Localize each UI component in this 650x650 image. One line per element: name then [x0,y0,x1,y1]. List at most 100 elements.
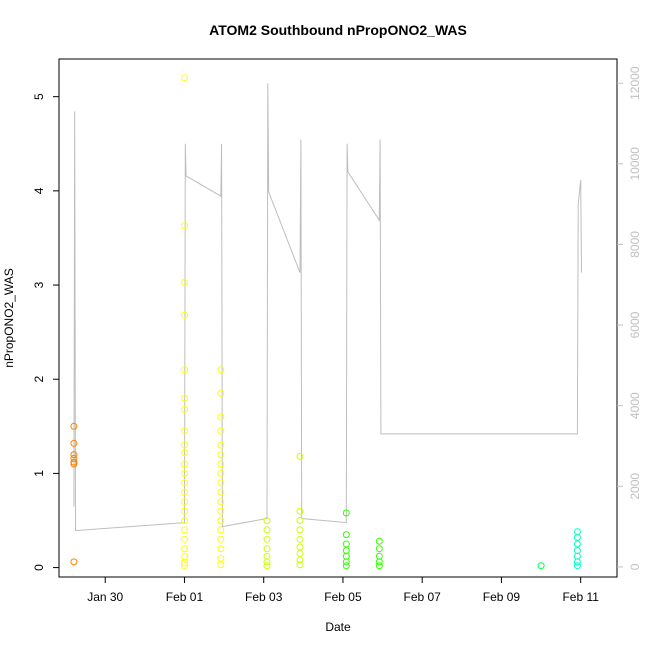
data-point [181,526,188,534]
data-point [217,366,225,374]
data-point [375,558,383,566]
x-tick-label: Feb 05 [324,590,362,604]
data-point [342,558,350,566]
data-point [573,562,581,570]
data-point [296,535,304,543]
data-point [181,394,188,402]
data-point [375,537,383,545]
data-point [181,441,188,449]
y-tick-label: 4 [32,187,46,194]
data-point [342,531,350,539]
y-tick-label: 2 [32,376,46,383]
data-point [217,389,225,397]
data-point [181,507,188,515]
data-point [217,451,225,459]
data-point [217,554,225,562]
data-point [70,460,78,468]
data-point [181,278,188,286]
data-point [217,517,225,524]
data-point [296,556,304,564]
data-point [181,366,188,374]
chart-title: ATOM2 Southbound nPropONO2_WAS [209,22,467,38]
data-point [217,479,225,487]
data-point [296,561,304,569]
data-point [217,535,225,543]
data-point [217,526,225,534]
x-tick-label: Feb 11 [562,590,599,604]
data-point [296,543,304,551]
data-point [181,449,188,457]
data-point [296,452,304,460]
data-point [217,427,225,435]
data-point [217,507,225,515]
data-point [70,458,78,466]
y2-tick-label: 12000 [628,66,642,100]
data-point [181,552,188,560]
data-point [296,517,304,524]
data-point [217,498,225,506]
data-point [70,558,78,566]
data-point [181,517,188,524]
data-point [181,222,188,230]
y-tick-label: 0 [32,564,46,571]
altitude-trace [73,83,582,532]
data-point [181,311,188,319]
data-point [263,535,271,543]
data-point [181,559,188,567]
data-point [181,74,188,82]
data-point [263,517,271,524]
data-point [217,441,225,449]
data-point [375,562,383,570]
y-tick-label: 3 [32,281,46,288]
y-tick-label: 5 [32,93,46,100]
x-axis: Jan 30 Feb 01 Feb 03 Feb 05 Feb 07 Feb 09 Feb … [87,577,599,604]
data-point [217,469,225,477]
data-point [263,562,271,570]
data-point [181,469,188,477]
data-point [342,562,350,570]
data-point [263,545,271,553]
data-point [181,535,188,543]
data-point [263,526,271,534]
y2-tick-label: 6000 [628,311,642,338]
data-point [181,479,188,487]
data-point [573,558,581,566]
data-point [181,498,188,506]
data-point [217,488,225,496]
data-point [375,545,383,553]
y-axis-left: 0 1 2 3 4 5 [32,93,59,571]
data-point [217,460,225,468]
x-tick-label: Feb 01 [166,590,204,604]
x-axis-label: Date [325,620,351,634]
y2-tick-label: 10000 [628,147,642,181]
data-point [181,488,188,496]
y2-tick-label: 0 [628,563,642,570]
data-point [181,427,188,435]
data-point [296,526,304,534]
data-point [70,439,78,447]
data-point [342,509,350,517]
data-point [342,540,350,548]
data-point [181,545,188,553]
data-point [537,562,545,570]
data-point [217,561,225,569]
data-point [70,451,78,459]
x-tick-label: Feb 09 [483,590,521,604]
data-point [573,533,581,541]
data-points [70,74,581,570]
data-point [263,558,271,566]
plot-frame [58,58,618,578]
data-point [217,545,225,553]
y-axis-label: nPropONO2_WAS [2,268,16,368]
altitude-line [73,83,582,532]
data-point [70,422,78,430]
data-point [181,460,188,468]
data-point [181,405,188,413]
y2-tick-label: 4000 [628,392,642,419]
data-point [217,413,225,421]
x-tick-label: Jan 30 [87,590,123,604]
y-tick-label: 1 [32,470,46,477]
data-point [296,507,304,515]
